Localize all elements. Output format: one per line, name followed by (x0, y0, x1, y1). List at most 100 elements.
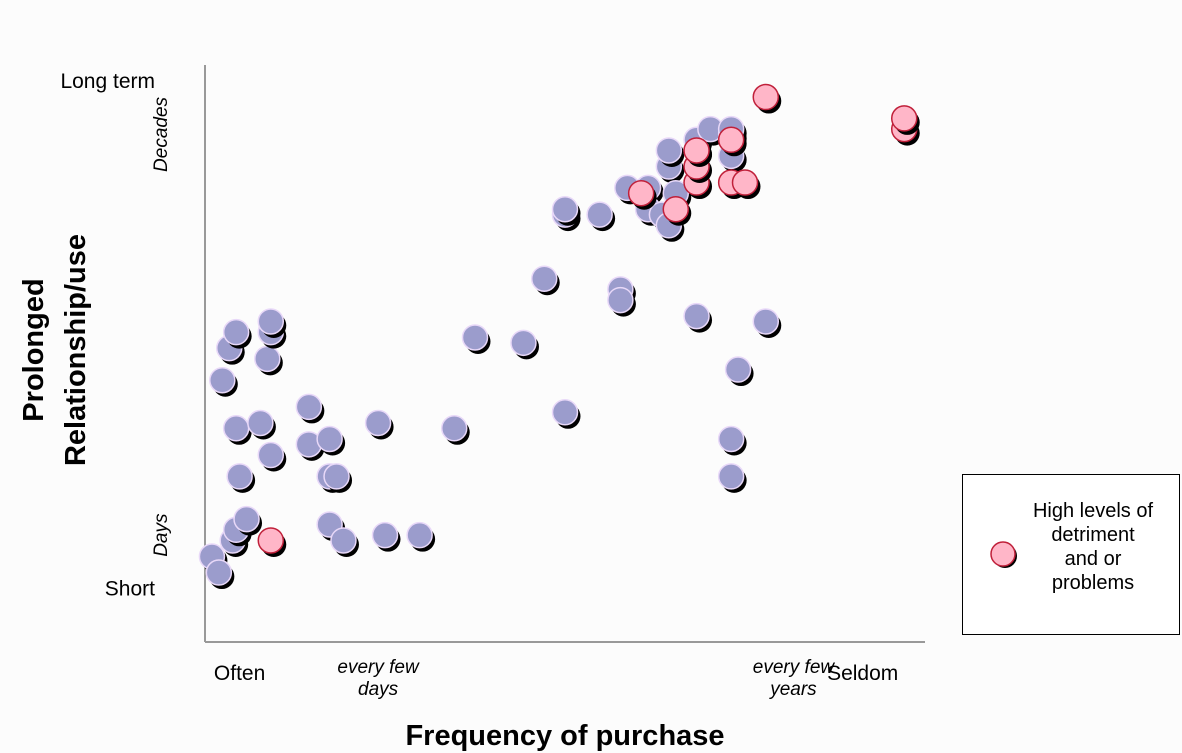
data-point-detriment (257, 527, 287, 557)
point-marker (551, 196, 579, 223)
data-point (205, 559, 235, 590)
point-marker (226, 463, 253, 490)
data-point (607, 286, 636, 317)
point-marker (510, 329, 537, 357)
x-tick-label: Seldom (827, 662, 898, 685)
data-point (254, 345, 283, 376)
legend-line: detriment (1051, 524, 1135, 546)
point-marker (607, 286, 634, 314)
point-marker (254, 345, 281, 373)
point-marker (683, 302, 710, 330)
data-point-detriment (752, 83, 782, 114)
point-marker (257, 527, 285, 554)
point-marker (233, 505, 260, 533)
point-marker (205, 559, 233, 586)
point-marker (586, 201, 613, 228)
point-marker (662, 196, 690, 223)
data-point-detriment (683, 137, 713, 167)
point-marker (627, 179, 655, 207)
data-point (530, 265, 560, 296)
point-marker (731, 169, 759, 196)
x-axis-title: Frequency of purchase (405, 720, 724, 752)
x-tick-label: years (768, 679, 817, 700)
y-tick-label: Days (151, 513, 172, 557)
point-marker (724, 356, 752, 383)
data-point (461, 324, 491, 354)
y-tick-label: Long term (60, 70, 155, 93)
data-point (364, 409, 394, 440)
point-marker (295, 393, 323, 421)
legend: High levels of detriment and or problems (962, 474, 1180, 635)
data-point (222, 415, 252, 445)
data-point (247, 409, 276, 440)
x-tick-label: days (358, 679, 399, 700)
legend-line: and or (1064, 548, 1122, 570)
axes (204, 65, 925, 643)
data-point-detriment (662, 196, 692, 226)
data-point (717, 425, 747, 456)
data-points (198, 83, 920, 590)
data-point-detriment (717, 126, 747, 157)
point-marker (530, 265, 558, 292)
data-point (257, 441, 287, 472)
data-point (257, 308, 287, 338)
point-marker (406, 521, 433, 549)
data-point (316, 511, 346, 541)
point-marker (222, 415, 250, 442)
point-marker (257, 308, 285, 335)
data-point (655, 137, 685, 167)
point-marker (440, 415, 468, 442)
data-point-detriment (731, 169, 761, 200)
point-marker (717, 463, 745, 490)
data-point (226, 463, 256, 493)
point-marker (461, 324, 489, 351)
legend-label: High levels of detriment and or problems (1003, 499, 1182, 595)
y-axis-title: Relationship/use (60, 234, 92, 466)
data-point (406, 521, 436, 552)
point-marker (717, 126, 745, 154)
data-point (440, 415, 470, 445)
point-marker (257, 441, 285, 469)
point-marker (222, 318, 250, 346)
data-point-detriment (627, 179, 657, 210)
point-marker (323, 463, 350, 490)
data-point (330, 527, 359, 557)
legend-line: problems (1051, 572, 1135, 594)
x-tick-label: every few (753, 657, 836, 678)
data-point (209, 366, 238, 397)
x-tick-label: every few (337, 657, 420, 678)
data-point (316, 425, 346, 456)
data-point (551, 196, 581, 226)
point-marker (371, 521, 399, 549)
y-axis-title: Prolonged (18, 278, 50, 421)
point-marker (655, 137, 683, 164)
x-tick-label: Often (214, 662, 265, 685)
legend-line: High levels of (1032, 500, 1154, 522)
data-point (371, 521, 401, 552)
point-marker (316, 425, 343, 453)
point-marker (209, 366, 236, 394)
data-point (724, 356, 754, 387)
point-marker (752, 83, 780, 111)
data-point (510, 329, 539, 360)
data-point (222, 318, 252, 349)
data-point-detriment (890, 105, 920, 135)
data-point (717, 463, 747, 493)
point-marker (752, 308, 780, 335)
point-marker (364, 409, 392, 437)
legend-marker (990, 541, 1017, 568)
point-marker (247, 409, 274, 437)
data-point (233, 505, 263, 536)
point-marker (890, 105, 918, 132)
data-point (752, 308, 782, 338)
data-point (323, 463, 353, 493)
data-point (586, 201, 616, 232)
point-marker (717, 425, 745, 453)
point-marker (330, 527, 357, 554)
data-point (683, 302, 713, 333)
data-point (551, 399, 581, 429)
data-point (295, 393, 325, 424)
point-marker (683, 137, 710, 164)
